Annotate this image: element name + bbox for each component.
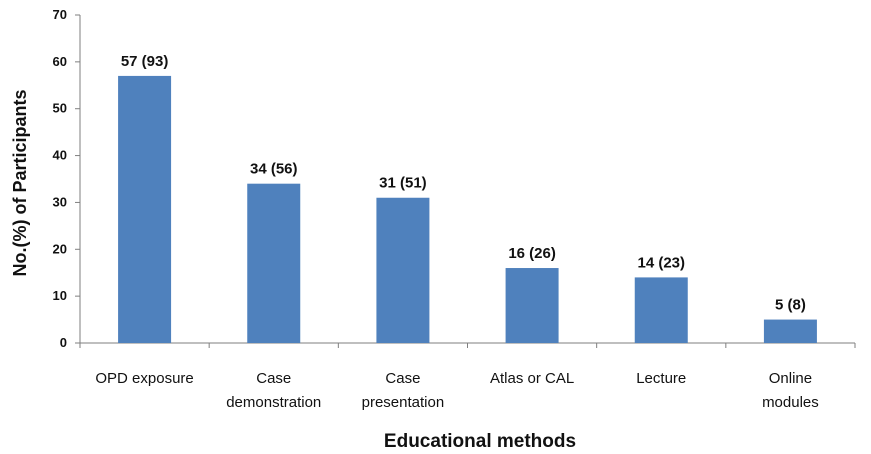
category-label: Case (385, 370, 420, 387)
category-label: demonstration (226, 394, 321, 411)
category-label: OPD exposure (95, 370, 193, 387)
y-tick-label: 40 (53, 148, 67, 163)
data-label: 16 (26) (508, 245, 556, 262)
category-label: Atlas or CAL (490, 370, 574, 387)
y-axis-title: No.(%) of Participants (10, 89, 30, 276)
bar (634, 277, 688, 343)
category-label: Lecture (636, 370, 686, 387)
y-tick-label: 50 (53, 101, 67, 116)
data-label: 31 (51) (379, 175, 427, 192)
y-tick-label: 60 (53, 54, 67, 69)
bar (505, 268, 559, 343)
y-tick-label: 30 (53, 194, 67, 209)
y-tick-label: 10 (53, 288, 67, 303)
x-axis-title: Educational methods (384, 431, 576, 452)
y-tick-label: 70 (53, 7, 67, 22)
data-label: 57 (93) (121, 53, 169, 70)
y-tick-label: 0 (60, 335, 67, 350)
bar (247, 183, 301, 343)
plot-area: 0 10 20 30 40 50 60 70 57 (93) OPD exposure 34 (56… (53, 7, 856, 411)
category-label: modules (762, 394, 819, 411)
y-tick-label: 20 (53, 241, 67, 256)
category-label: Online (769, 370, 812, 387)
bar (763, 319, 817, 343)
category-label: Case (256, 370, 291, 387)
bar (118, 75, 172, 344)
data-label: 14 (23) (637, 254, 685, 271)
data-label: 5 (8) (775, 297, 806, 314)
bar (376, 197, 430, 343)
data-label: 34 (56) (250, 161, 298, 178)
category-label: presentation (362, 394, 445, 411)
